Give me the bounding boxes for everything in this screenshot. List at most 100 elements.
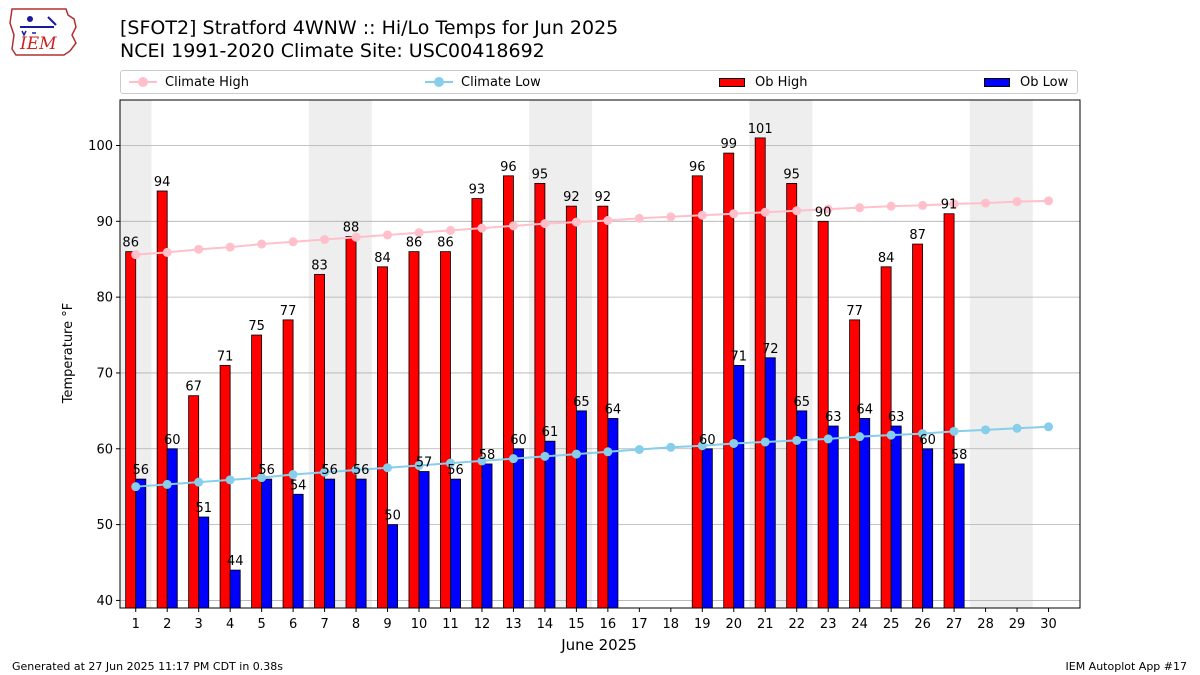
ob-low-label: 61	[542, 425, 559, 440]
x-tick-label: 1	[132, 617, 140, 632]
y-tick-label: 40	[96, 594, 113, 609]
ob-high-label: 95	[532, 167, 549, 182]
climate-high-point	[194, 244, 204, 254]
ob-low-bar	[953, 463, 965, 609]
x-tick-label: 26	[914, 617, 931, 632]
ob-low-swatch	[984, 77, 1010, 87]
climate-high-point	[477, 223, 487, 233]
climate-low-point	[225, 475, 235, 485]
ob-low-bar	[387, 524, 399, 609]
ob-high-bar	[943, 213, 955, 609]
ob-low-label: 56	[447, 463, 464, 478]
ob-low-bar	[607, 418, 619, 609]
ob-low-bar	[135, 478, 147, 609]
x-tick-label: 20	[725, 617, 742, 632]
ob-high-bar	[723, 152, 735, 609]
x-tick-label: 13	[505, 617, 522, 632]
ob-low-label: 60	[164, 433, 181, 448]
climate-high-point	[1044, 196, 1054, 206]
climate-low-point	[257, 473, 267, 483]
ob-high-label: 84	[374, 251, 391, 266]
ob-high-label: 87	[909, 228, 926, 243]
climate-high-point	[571, 217, 581, 227]
ob-low-bar	[355, 478, 367, 609]
x-axis-label: June 2025	[560, 636, 637, 654]
climate-low-point	[918, 429, 928, 439]
plot-frame	[119, 99, 1081, 609]
x-tick-label: 21	[757, 617, 774, 632]
ob-low-label: 65	[793, 395, 810, 410]
climate-low-point	[760, 437, 770, 447]
y-tick-label: 70	[96, 366, 113, 381]
climate-lines	[131, 196, 1054, 492]
ob-low-label: 64	[605, 402, 622, 417]
x-tick-label: 24	[851, 617, 868, 632]
grid-lines	[120, 145, 1080, 601]
climate-high-swatch	[129, 77, 157, 87]
climate-high-point	[320, 235, 330, 245]
ob-high-bar	[754, 137, 766, 609]
ob-low-bar	[701, 448, 713, 609]
climate-low-point	[351, 465, 361, 475]
legend-climate-low: Climate Low	[425, 71, 541, 93]
ob-high-label: 71	[217, 349, 234, 364]
climate-low-point	[194, 477, 204, 487]
ob-low-label: 65	[573, 395, 590, 410]
ob-low-bar	[827, 425, 839, 609]
ob-high-label: 67	[185, 380, 202, 395]
x-tick-label: 2	[163, 617, 171, 632]
ob-high-label: 86	[406, 236, 423, 251]
x-tick-label: 16	[600, 617, 617, 632]
ob-low-bar	[292, 493, 304, 609]
ob-low-bar	[890, 425, 902, 609]
climate-low-point	[634, 445, 644, 455]
ob-low-bar	[166, 448, 178, 609]
climate-low-point	[571, 449, 581, 459]
ob-high-label: 99	[720, 137, 737, 152]
ob-high-bar	[188, 395, 200, 609]
app-note: IEM Autoplot App #17	[1065, 660, 1188, 673]
climate-low-point	[697, 441, 707, 451]
ob-high-bar	[502, 175, 514, 609]
climate-low-point	[162, 479, 172, 489]
legend-label: Ob Low	[1020, 74, 1069, 90]
climate-low-point	[1012, 423, 1022, 433]
legend-label: Ob High	[755, 74, 808, 90]
ob-high-label: 101	[748, 122, 773, 137]
ob-high-bar	[912, 243, 924, 609]
ob-high-bar	[880, 266, 892, 609]
chart-title: [SFOT2] Stratford 4WNW :: Hi/Lo Temps fo…	[120, 17, 619, 39]
ob-low-bar	[418, 471, 430, 609]
climate-low-point	[886, 430, 896, 440]
weekend-band	[749, 100, 813, 608]
ob-low-label: 50	[384, 509, 401, 524]
climate-high-point	[257, 239, 267, 249]
ob-high-bar	[597, 205, 609, 609]
climate-high-point	[288, 237, 298, 247]
ob-high-label: 94	[154, 175, 171, 190]
ob-low-label: 56	[321, 463, 338, 478]
climate-low-point	[414, 460, 424, 470]
ob-high-label: 84	[878, 251, 895, 266]
x-tick-label: 25	[883, 617, 900, 632]
ob-low-label: 56	[258, 463, 275, 478]
climate-high-point	[634, 213, 644, 223]
x-tick-label: 27	[946, 617, 963, 632]
x-tick-label: 23	[820, 617, 837, 632]
ob-low-bar	[261, 478, 273, 609]
x-tick-label: 9	[383, 617, 391, 632]
ob-low-bar	[324, 478, 336, 609]
x-tick-label: 7	[320, 617, 328, 632]
y-axis-label: Temperature °F	[61, 303, 76, 404]
ob-low-label: 44	[227, 554, 244, 569]
climate-low-point	[949, 426, 959, 436]
ob-high-bar	[534, 183, 546, 609]
x-tick-label: 14	[537, 617, 554, 632]
ob-low-label: 72	[762, 342, 779, 357]
ob-high-label: 91	[941, 198, 958, 213]
ob-high-bar	[471, 198, 483, 609]
climate-low-point	[603, 447, 613, 457]
climate-low-point	[508, 454, 518, 464]
climate-low-swatch	[425, 77, 453, 87]
ob-high-label: 86	[437, 236, 454, 251]
